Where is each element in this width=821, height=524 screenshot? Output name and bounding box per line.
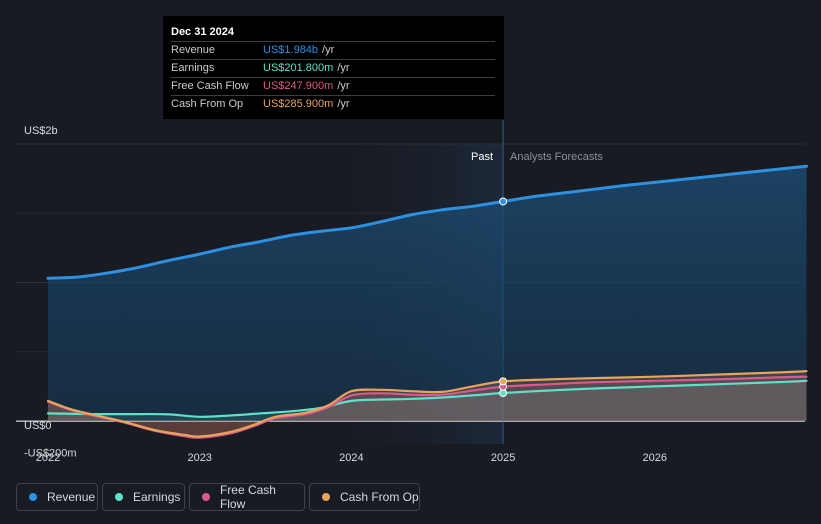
forecast-label: Analysts Forecasts bbox=[510, 151, 603, 163]
revenue-dot-icon bbox=[29, 493, 37, 501]
tooltip-value: US$1.984b bbox=[263, 44, 319, 56]
tooltip-date: Dec 31 2024 bbox=[171, 26, 234, 38]
series-lines bbox=[46, 164, 808, 439]
y-tick-label: US$2b bbox=[24, 125, 58, 137]
cash-from-op-point bbox=[499, 377, 508, 386]
x-tick-label: 2023 bbox=[187, 452, 211, 464]
tooltip-row-earnings: Earnings US$201.800m /yr bbox=[171, 59, 495, 77]
revenue-area bbox=[48, 166, 807, 421]
tooltip-label: Cash From Op bbox=[171, 98, 244, 110]
legend-item-free-cash-flow[interactable]: Free Cash Flow bbox=[189, 483, 305, 511]
x-tick-label: 2025 bbox=[491, 452, 515, 464]
free-cash-flow-area bbox=[48, 376, 807, 438]
cash-from-op-dot-icon bbox=[322, 493, 330, 501]
x-tick-label: 2024 bbox=[339, 452, 363, 464]
legend-item-cash-from-op[interactable]: Cash From Op bbox=[309, 483, 420, 511]
tooltip-row-revenue: Revenue US$1.984b /yr bbox=[171, 41, 495, 59]
revenue-point bbox=[499, 197, 508, 206]
tooltip-row-cash-from-op: Cash From Op US$285.900m /yr bbox=[171, 95, 495, 113]
tooltip-row-free-cash-flow: Free Cash Flow US$247.900m /yr bbox=[171, 77, 495, 95]
revenue-line bbox=[46, 164, 808, 280]
tooltip: Dec 31 2024 Revenue US$1.984b /yr Earnin… bbox=[163, 16, 504, 119]
tooltip-label: Earnings bbox=[171, 62, 215, 74]
legend-label: Free Cash Flow bbox=[219, 483, 276, 511]
tooltip-unit: /yr bbox=[337, 98, 350, 110]
tooltip-unit: /yr bbox=[322, 44, 335, 56]
tooltip-value: US$247.900m bbox=[263, 80, 334, 92]
earnings-dot-icon bbox=[115, 493, 123, 501]
cash-from-op-line bbox=[46, 370, 808, 438]
tooltip-unit: /yr bbox=[337, 62, 350, 74]
x-tick-label: 2026 bbox=[643, 452, 667, 464]
y-tick-label: US$0 bbox=[24, 420, 52, 432]
tooltip-label: Free Cash Flow bbox=[171, 80, 249, 92]
tooltip-value: US$201.800m bbox=[263, 62, 334, 74]
x-tick-label: 2022 bbox=[36, 452, 60, 464]
legend-item-earnings[interactable]: Earnings bbox=[102, 483, 185, 511]
series-markers bbox=[499, 197, 508, 398]
legend-label: Earnings bbox=[133, 490, 181, 504]
tooltip-value: US$285.900m bbox=[263, 98, 334, 110]
earnings-line bbox=[46, 379, 808, 418]
legend-label: Cash From Op bbox=[340, 490, 419, 504]
past-label: Past bbox=[471, 151, 493, 163]
legend-item-revenue[interactable]: Revenue bbox=[16, 483, 98, 511]
free-cash-flow-dot-icon bbox=[202, 493, 210, 501]
legend-label: Revenue bbox=[47, 490, 96, 504]
tooltip-label: Revenue bbox=[171, 44, 216, 56]
y-tick-label: -US$200m bbox=[24, 448, 77, 460]
tooltip-unit: /yr bbox=[337, 80, 350, 92]
earnings-area bbox=[48, 380, 807, 421]
